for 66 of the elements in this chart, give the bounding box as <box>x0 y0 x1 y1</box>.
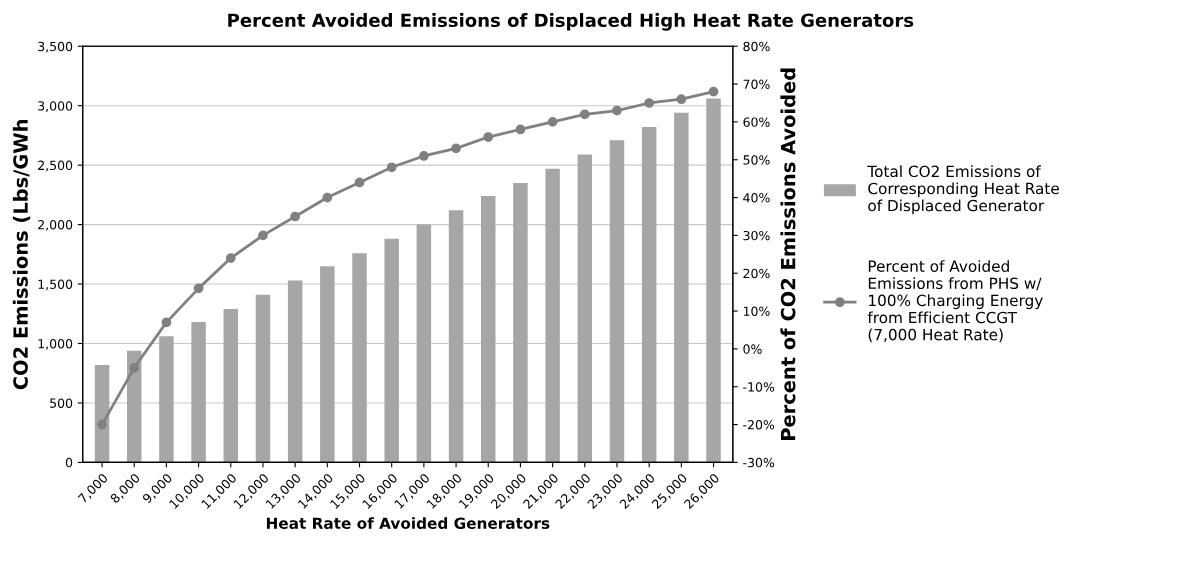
y2-tick-label: 30% <box>743 230 770 241</box>
point <box>483 132 494 142</box>
y2-tick-label: -10% <box>743 382 775 392</box>
bar <box>481 196 496 463</box>
bar <box>255 294 271 463</box>
point <box>322 192 333 203</box>
point <box>708 86 719 97</box>
point <box>419 151 429 161</box>
point <box>354 177 365 188</box>
point <box>451 143 461 154</box>
bar <box>577 154 593 463</box>
y-tick-label: 1,000 <box>38 338 73 350</box>
y-tick-label: 0 <box>65 457 73 468</box>
y2-tick-label: 20% <box>743 268 770 279</box>
bar <box>416 224 432 463</box>
y-tick-label: 2,500 <box>38 160 73 172</box>
bar <box>706 98 721 463</box>
bar <box>545 168 560 463</box>
bar <box>448 210 464 463</box>
y2-tick-label: 50% <box>743 155 770 165</box>
y-tick-label: 3,000 <box>38 101 73 112</box>
y2-tick-label: -30% <box>743 457 775 468</box>
y-axis-title: CO2 Emissions (Lbs/GWh <box>12 119 31 390</box>
bar <box>384 238 399 463</box>
point <box>258 230 268 241</box>
bar <box>94 364 110 463</box>
bar <box>287 280 303 463</box>
point <box>612 105 622 116</box>
bar <box>223 309 239 463</box>
legend-label: Total CO2 Emissions of Corresponding Heat Rate of Displaced Generator <box>867 165 1059 215</box>
point <box>386 162 397 173</box>
point <box>161 317 172 328</box>
y2-tick-label: -20% <box>743 420 775 430</box>
point <box>676 94 687 105</box>
point <box>290 211 301 222</box>
y2-tick-label: 70% <box>743 79 770 89</box>
point <box>225 253 236 263</box>
point <box>547 117 558 127</box>
chart-title: Percent Avoided Emissions of Displaced High Heat Rate Generators <box>228 13 914 31</box>
bar <box>352 253 367 463</box>
y2-tick-label: 40% <box>743 193 770 203</box>
bar <box>159 336 174 463</box>
bar <box>126 350 142 463</box>
bar <box>641 127 657 463</box>
y2-tick-label: 10% <box>743 306 770 316</box>
y-tick-label: 1,500 <box>38 279 73 291</box>
legend-label: Percent of Avoided Emissions from PHS w/ 100% Charging Energy from Efficient CCGT (7,000 Heat Rate) <box>867 260 1043 343</box>
bar <box>609 140 625 463</box>
bar <box>191 322 206 463</box>
point <box>644 98 655 108</box>
y-tick-label: 2,000 <box>38 220 73 231</box>
y-tick-label: 3,500 <box>38 41 73 53</box>
y2-axis-title: Percent of CO2 Emissions Avoided <box>780 68 796 441</box>
x-axis-title: Heat Rate of Avoided Generators <box>266 517 550 529</box>
point <box>97 419 107 430</box>
bar <box>513 182 528 463</box>
bar <box>320 266 335 463</box>
y2-tick-label: 80% <box>743 41 770 52</box>
y-tick-label: 500 <box>50 398 73 408</box>
point <box>129 362 140 373</box>
y2-tick-label: 0% <box>743 344 762 354</box>
point <box>579 109 590 120</box>
y2-tick-label: 60% <box>743 117 770 127</box>
point <box>515 124 526 135</box>
bar <box>674 112 689 463</box>
point <box>193 283 204 294</box>
